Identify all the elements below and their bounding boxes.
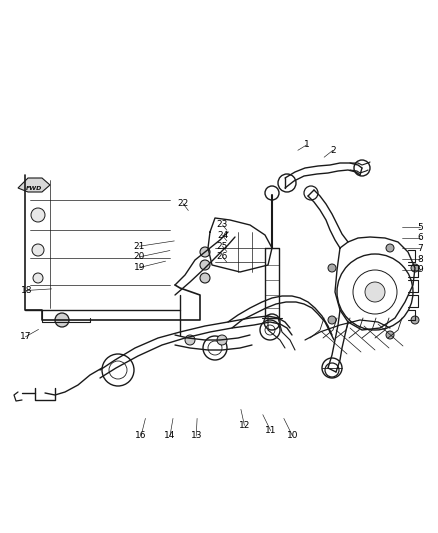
Text: 26: 26 — [217, 253, 228, 261]
Polygon shape — [18, 178, 50, 192]
Circle shape — [55, 313, 69, 327]
Text: 19: 19 — [134, 263, 145, 272]
Text: 14: 14 — [164, 432, 176, 440]
Text: 7: 7 — [417, 244, 424, 253]
Circle shape — [328, 316, 336, 324]
Text: FWD: FWD — [26, 185, 42, 190]
Text: 25: 25 — [217, 242, 228, 251]
Text: 10: 10 — [287, 432, 298, 440]
Circle shape — [328, 264, 336, 272]
Circle shape — [185, 335, 195, 345]
Circle shape — [411, 264, 419, 272]
Text: 21: 21 — [134, 242, 145, 251]
Circle shape — [31, 208, 45, 222]
Circle shape — [386, 331, 394, 339]
Text: 20: 20 — [134, 253, 145, 261]
Circle shape — [200, 247, 210, 257]
Text: 17: 17 — [20, 333, 31, 341]
Text: 6: 6 — [417, 233, 424, 242]
Text: 2: 2 — [330, 146, 336, 155]
Circle shape — [411, 316, 419, 324]
Text: 23: 23 — [217, 221, 228, 229]
Text: 13: 13 — [191, 432, 202, 440]
Circle shape — [33, 273, 43, 283]
Text: 9: 9 — [417, 265, 424, 274]
Circle shape — [365, 282, 385, 302]
Text: 11: 11 — [265, 426, 276, 435]
Text: 1: 1 — [304, 141, 310, 149]
Text: 24: 24 — [217, 231, 228, 240]
Text: 12: 12 — [239, 421, 250, 430]
Text: 8: 8 — [417, 255, 424, 263]
Text: 5: 5 — [417, 223, 424, 231]
Circle shape — [217, 335, 227, 345]
Text: 16: 16 — [135, 432, 147, 440]
Circle shape — [200, 260, 210, 270]
Circle shape — [386, 244, 394, 252]
Text: 18: 18 — [21, 286, 32, 295]
Circle shape — [32, 244, 44, 256]
Circle shape — [200, 273, 210, 283]
Text: 22: 22 — [177, 199, 189, 208]
